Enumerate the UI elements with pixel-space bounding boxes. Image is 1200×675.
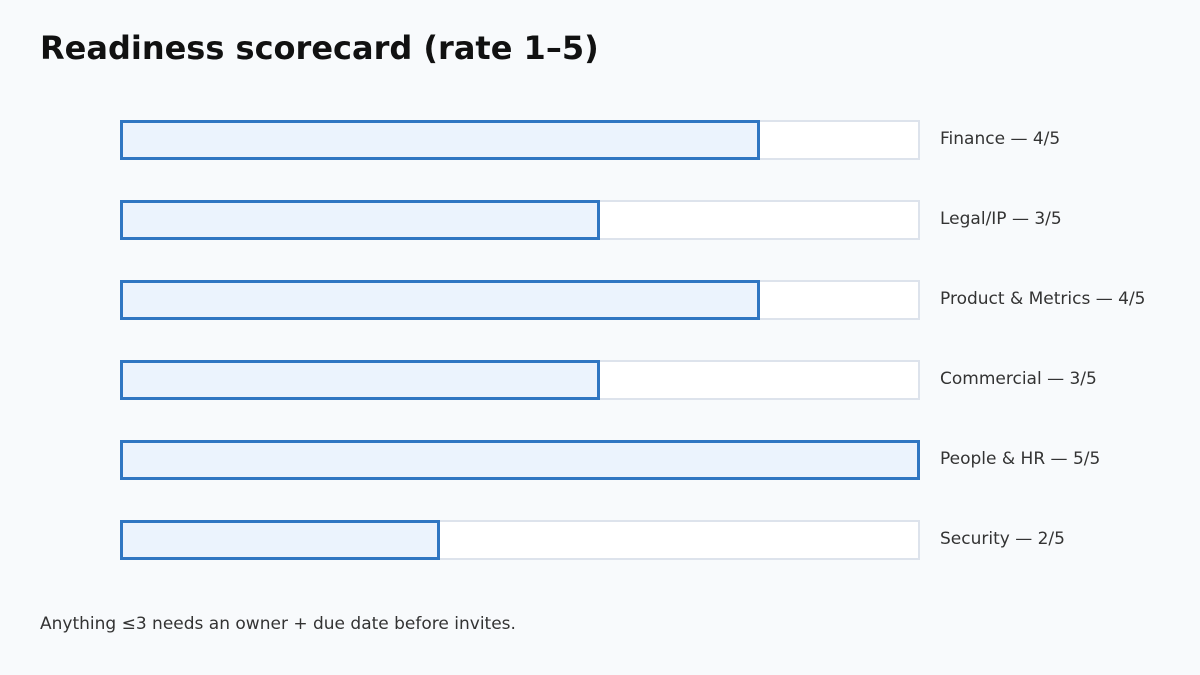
score-bar (120, 200, 600, 240)
score-bar (120, 120, 760, 160)
page-title: Readiness scorecard (rate 1–5) (40, 29, 599, 67)
score-label: People & HR — 5/5 (940, 449, 1101, 469)
score-row-product-metrics: Product & Metrics — 4/5 (120, 280, 1180, 320)
score-label: Commercial — 3/5 (940, 369, 1097, 389)
score-label: Legal/IP — 3/5 (940, 209, 1062, 229)
score-bar (120, 440, 920, 480)
score-bar (120, 360, 600, 400)
score-row-security: Security — 2/5 (120, 520, 1180, 560)
score-row-legal-ip: Legal/IP — 3/5 (120, 200, 1180, 240)
score-label: Product & Metrics — 4/5 (940, 289, 1146, 309)
score-label: Security — 2/5 (940, 529, 1065, 549)
score-label: Finance — 4/5 (940, 129, 1061, 149)
score-bar (120, 520, 440, 560)
score-row-commercial: Commercial — 3/5 (120, 360, 1180, 400)
score-row-people-hr: People & HR — 5/5 (120, 440, 1180, 480)
score-row-finance: Finance — 4/5 (120, 120, 1180, 160)
footnote: Anything ≤3 needs an owner + due date be… (40, 614, 516, 634)
score-bar (120, 280, 760, 320)
